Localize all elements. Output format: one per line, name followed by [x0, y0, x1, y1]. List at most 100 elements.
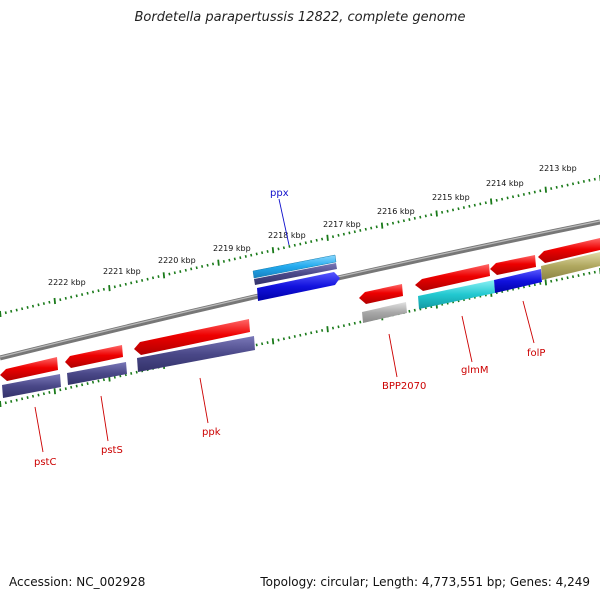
- scale-minor-tick: [157, 275, 160, 278]
- scale-minor-tick: [168, 272, 171, 276]
- scale-minor-tick: [113, 375, 116, 379]
- scale-minor-tick: [348, 231, 351, 235]
- scale-minor-tick: [277, 247, 280, 251]
- scale-minor-tick: [419, 215, 422, 219]
- scale-minor-tick: [75, 384, 78, 388]
- scale-major-tick: [271, 338, 275, 345]
- scale-minor-tick: [206, 263, 209, 267]
- scale-minor-tick: [288, 245, 291, 248]
- scale-minor-tick: [561, 184, 564, 188]
- scale-minor-tick: [550, 187, 553, 190]
- scale-minor-tick: [550, 279, 553, 283]
- scale-major-tick: [490, 198, 493, 205]
- scale-minor-tick: [86, 382, 89, 385]
- gene-label-bpp2070[interactable]: BPP2070: [382, 381, 426, 392]
- scale-minor-tick: [299, 242, 302, 246]
- scale-minor-tick: [370, 226, 373, 230]
- gene-next-olive[interactable]: [541, 252, 600, 280]
- gene-folp-blue[interactable]: [494, 269, 542, 293]
- scale-minor-tick: [501, 197, 504, 201]
- scale-minor-tick: [42, 302, 45, 305]
- gene-glmm-red[interactable]: [415, 264, 490, 291]
- scale-major-tick: [0, 310, 2, 318]
- scale-major-tick: [544, 279, 547, 286]
- scale-minor-tick: [561, 277, 564, 281]
- gene-ppk-navy[interactable]: [137, 336, 255, 372]
- scale-minor-tick: [430, 213, 433, 217]
- gene-psts-red[interactable]: [65, 345, 123, 368]
- scale-minor-tick: [462, 206, 465, 209]
- gene-label-ppx[interactable]: ppx: [270, 188, 289, 199]
- scale-minor-tick: [288, 336, 291, 340]
- scale-minor-tick: [42, 392, 45, 396]
- gene-label-folp[interactable]: folP: [527, 348, 545, 359]
- scale-minor-tick: [364, 227, 367, 231]
- scale-minor-tick: [195, 266, 198, 270]
- gene-label-psts[interactable]: pstS: [101, 445, 123, 456]
- gene-label-glmm[interactable]: glmM: [461, 365, 489, 376]
- psts-leader-line: [100, 395, 109, 442]
- scale-minor-tick: [310, 331, 313, 335]
- scale-minor-tick: [21, 307, 24, 311]
- gene-pstc-navy[interactable]: [2, 374, 61, 398]
- scale-minor-tick: [91, 290, 95, 294]
- gene-psts-navy[interactable]: [67, 362, 127, 385]
- scale-minor-tick: [255, 252, 258, 256]
- scale-minor-tick: [451, 208, 455, 212]
- scale-major-tick: [53, 388, 56, 395]
- ppk-leader-line: [199, 377, 209, 424]
- scale-minor-tick: [588, 271, 591, 275]
- outer-scale-ruler: [0, 175, 600, 318]
- gene-bpp2070-gray[interactable]: [362, 302, 407, 323]
- gene-ppx-lightblue[interactable]: [252, 254, 337, 279]
- scale-minor-tick: [353, 230, 356, 234]
- scale-minor-tick: [151, 276, 155, 280]
- scale-minor-tick: [479, 202, 482, 206]
- scale-minor-tick: [359, 320, 362, 324]
- scale-minor-tick: [310, 240, 313, 243]
- gene-next-red[interactable]: [538, 238, 600, 263]
- gene-glmm-cyan[interactable]: [418, 280, 495, 309]
- scale-minor-tick: [10, 400, 13, 403]
- scale-minor-tick: [239, 256, 242, 260]
- scale-minor-tick: [97, 289, 100, 293]
- scale-minor-tick: [102, 287, 105, 291]
- scale-minor-tick: [321, 237, 324, 241]
- folp-leader-line: [522, 300, 535, 344]
- scale-minor-tick: [555, 185, 558, 189]
- scale-minor-tick: [386, 222, 389, 226]
- gene-label-ppk[interactable]: ppk: [202, 427, 221, 438]
- scale-minor-tick: [413, 216, 416, 220]
- scale-label: 2217 kbp: [323, 220, 361, 229]
- scale-minor-tick: [517, 194, 520, 198]
- scale-minor-tick: [577, 181, 580, 185]
- scale-label: 2222 kbp: [48, 278, 86, 287]
- gene-folp-red[interactable]: [490, 255, 536, 275]
- scale-minor-tick: [337, 325, 340, 329]
- scale-minor-tick: [59, 298, 62, 302]
- scale-minor-tick: [588, 178, 591, 182]
- gene-ppx-navy[interactable]: [254, 263, 337, 285]
- gene-bpp2070-red[interactable]: [359, 284, 403, 304]
- scale-minor-tick: [348, 323, 351, 326]
- scale-major-tick: [0, 400, 2, 408]
- gene-pstc-red[interactable]: [0, 357, 58, 381]
- scale-minor-tick: [222, 260, 225, 263]
- scale-minor-tick: [64, 296, 67, 300]
- scale-minor-tick: [408, 218, 411, 221]
- scale-minor-tick: [539, 282, 542, 285]
- scale-minor-tick: [495, 198, 498, 202]
- gene-ppx-blue[interactable]: [257, 272, 340, 301]
- scale-minor-tick: [375, 225, 378, 229]
- gene-ppk-red[interactable]: [134, 319, 250, 355]
- genome-summary: Topology: circular; Length: 4,773,551 bp…: [260, 575, 590, 589]
- scale-major-tick: [326, 234, 329, 241]
- gene-label-pstc[interactable]: pstC: [34, 457, 56, 468]
- scale-minor-tick: [190, 267, 193, 271]
- scale-minor-tick: [113, 285, 116, 289]
- scale-minor-tick: [48, 300, 51, 304]
- scale-minor-tick: [37, 393, 40, 397]
- scale-minor-tick: [31, 394, 35, 398]
- scale-minor-tick: [91, 380, 95, 384]
- scale-minor-tick: [146, 277, 149, 281]
